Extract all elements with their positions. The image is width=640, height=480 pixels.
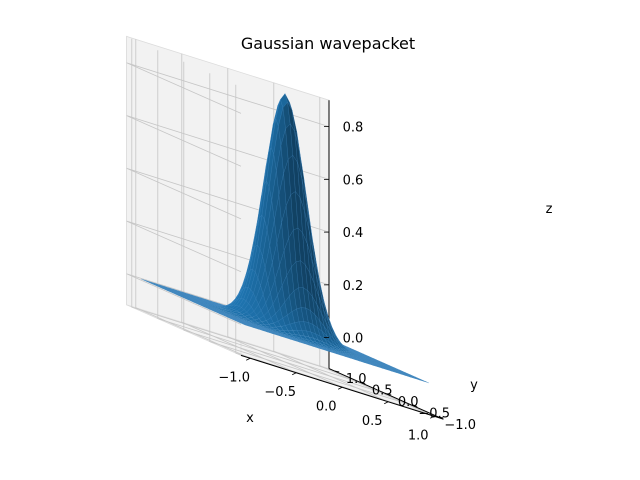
y-tick-label-1: −0.5 (418, 406, 450, 421)
y-tick-label-0: −1.0 (444, 418, 476, 433)
grid-y-0 (235, 84, 439, 418)
x-axis-label: x (246, 411, 254, 426)
grid-y-3 (157, 50, 361, 383)
grid-y-4 (131, 38, 335, 372)
y-tick-mark-3 (360, 381, 366, 384)
grid-x-0 (135, 39, 251, 359)
x-tick-label-1: −0.5 (264, 385, 296, 400)
x-tick-mark-2 (338, 386, 343, 390)
z-axis-label: z (546, 202, 553, 217)
grid-y-1 (209, 73, 413, 406)
grid-y-2 (183, 61, 387, 395)
y-axis-label: y (470, 378, 478, 393)
z-tick-label-1: 0.2 (343, 279, 364, 294)
y-tick-label-4: 1.0 (346, 372, 367, 387)
y-tick-label-3: 0.5 (372, 383, 393, 398)
x-tick-mark-4 (430, 415, 435, 419)
y-tick-mark-2 (386, 393, 392, 396)
x-tick-label-3: 0.5 (362, 414, 383, 429)
x-tick-mark-0 (246, 357, 251, 361)
grid-z-4 (126, 62, 330, 127)
tick-labels: −1.0−0.50.00.51.0−1.0−0.50.00.51.00.00.2… (218, 121, 476, 444)
x-tick-mark-1 (292, 372, 297, 376)
grid-x-2 (227, 68, 343, 388)
y-tick-mark-1 (412, 404, 418, 407)
z-tick-label-0: 0.0 (343, 332, 364, 347)
grid-z-3 (126, 115, 330, 180)
grid-x-1 (181, 53, 297, 374)
y-tick-mark-4 (334, 370, 340, 373)
x-tick-mark-3 (384, 401, 389, 405)
x-tick-label-0: −1.0 (218, 370, 250, 385)
z-tick-label-4: 0.8 (343, 121, 364, 136)
grid-x-4 (319, 97, 435, 417)
x-tick-label-4: 1.0 (408, 428, 429, 443)
surface-mesh (140, 93, 430, 384)
z-tick-label-3: 0.6 (343, 173, 364, 188)
surface-patch-39-0 (421, 380, 430, 384)
y-tick-label-2: 0.0 (398, 395, 419, 410)
y-tick-mark-0 (438, 416, 444, 419)
chart-title: Gaussian wavepacket (241, 34, 415, 53)
z-tick-label-2: 0.4 (343, 226, 364, 241)
x-tick-label-2: 0.0 (316, 399, 337, 414)
